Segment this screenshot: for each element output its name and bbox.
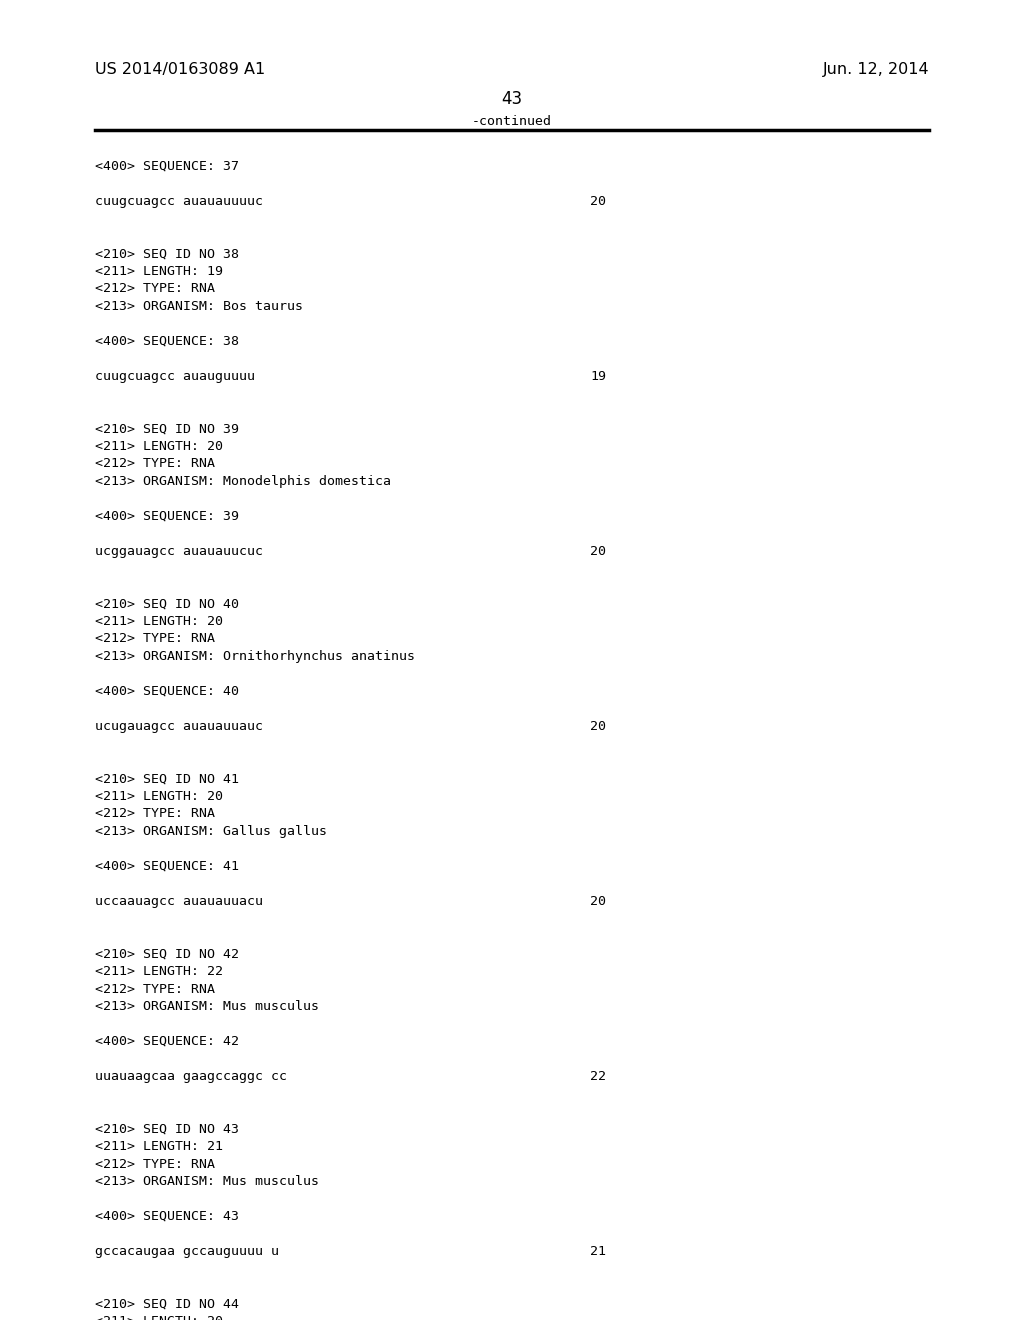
Text: <211> LENGTH: 20: <211> LENGTH: 20 [95,615,223,628]
Text: 22: 22 [590,1071,606,1082]
Text: gccacaugaa gccauguuuu u: gccacaugaa gccauguuuu u [95,1245,279,1258]
Text: cuugcuagcc auauauuuuc: cuugcuagcc auauauuuuc [95,195,263,209]
Text: 20: 20 [590,545,606,558]
Text: ucggauagcc auauauucuc: ucggauagcc auauauucuc [95,545,263,558]
Text: <400> SEQUENCE: 42: <400> SEQUENCE: 42 [95,1035,239,1048]
Text: <212> TYPE: RNA: <212> TYPE: RNA [95,458,215,470]
Text: <210> SEQ ID NO 38: <210> SEQ ID NO 38 [95,248,239,260]
Text: <210> SEQ ID NO 39: <210> SEQ ID NO 39 [95,422,239,436]
Text: <213> ORGANISM: Mus musculus: <213> ORGANISM: Mus musculus [95,1001,319,1012]
Text: 43: 43 [502,90,522,108]
Text: 19: 19 [590,370,606,383]
Text: <213> ORGANISM: Gallus gallus: <213> ORGANISM: Gallus gallus [95,825,327,838]
Text: US 2014/0163089 A1: US 2014/0163089 A1 [95,62,265,77]
Text: <213> ORGANISM: Ornithorhynchus anatinus: <213> ORGANISM: Ornithorhynchus anatinus [95,649,415,663]
Text: <400> SEQUENCE: 43: <400> SEQUENCE: 43 [95,1210,239,1224]
Text: <400> SEQUENCE: 41: <400> SEQUENCE: 41 [95,861,239,873]
Text: -continued: -continued [472,115,552,128]
Text: 20: 20 [590,719,606,733]
Text: <211> LENGTH: 20: <211> LENGTH: 20 [95,1315,223,1320]
Text: 21: 21 [590,1245,606,1258]
Text: 20: 20 [590,195,606,209]
Text: <213> ORGANISM: Bos taurus: <213> ORGANISM: Bos taurus [95,300,303,313]
Text: <210> SEQ ID NO 42: <210> SEQ ID NO 42 [95,948,239,961]
Text: ucugauagcc auauauuauc: ucugauagcc auauauuauc [95,719,263,733]
Text: <212> TYPE: RNA: <212> TYPE: RNA [95,982,215,995]
Text: <211> LENGTH: 21: <211> LENGTH: 21 [95,1140,223,1152]
Text: <213> ORGANISM: Monodelphis domestica: <213> ORGANISM: Monodelphis domestica [95,475,391,488]
Text: <210> SEQ ID NO 43: <210> SEQ ID NO 43 [95,1122,239,1135]
Text: <210> SEQ ID NO 44: <210> SEQ ID NO 44 [95,1298,239,1311]
Text: cuugcuagcc auauguuuu: cuugcuagcc auauguuuu [95,370,255,383]
Text: <211> LENGTH: 20: <211> LENGTH: 20 [95,440,223,453]
Text: <400> SEQUENCE: 40: <400> SEQUENCE: 40 [95,685,239,698]
Text: 20: 20 [590,895,606,908]
Text: <210> SEQ ID NO 41: <210> SEQ ID NO 41 [95,772,239,785]
Text: uccaauagcc auauauuacu: uccaauagcc auauauuacu [95,895,263,908]
Text: <211> LENGTH: 20: <211> LENGTH: 20 [95,789,223,803]
Text: <213> ORGANISM: Mus musculus: <213> ORGANISM: Mus musculus [95,1175,319,1188]
Text: Jun. 12, 2014: Jun. 12, 2014 [822,62,929,77]
Text: <212> TYPE: RNA: <212> TYPE: RNA [95,808,215,821]
Text: <212> TYPE: RNA: <212> TYPE: RNA [95,1158,215,1171]
Text: <212> TYPE: RNA: <212> TYPE: RNA [95,632,215,645]
Text: uuauaagcaa gaagccaggc cc: uuauaagcaa gaagccaggc cc [95,1071,287,1082]
Text: <400> SEQUENCE: 39: <400> SEQUENCE: 39 [95,510,239,523]
Text: <210> SEQ ID NO 40: <210> SEQ ID NO 40 [95,598,239,610]
Text: <400> SEQUENCE: 37: <400> SEQUENCE: 37 [95,160,239,173]
Text: <211> LENGTH: 19: <211> LENGTH: 19 [95,265,223,279]
Text: <211> LENGTH: 22: <211> LENGTH: 22 [95,965,223,978]
Text: <400> SEQUENCE: 38: <400> SEQUENCE: 38 [95,335,239,348]
Text: <212> TYPE: RNA: <212> TYPE: RNA [95,282,215,296]
